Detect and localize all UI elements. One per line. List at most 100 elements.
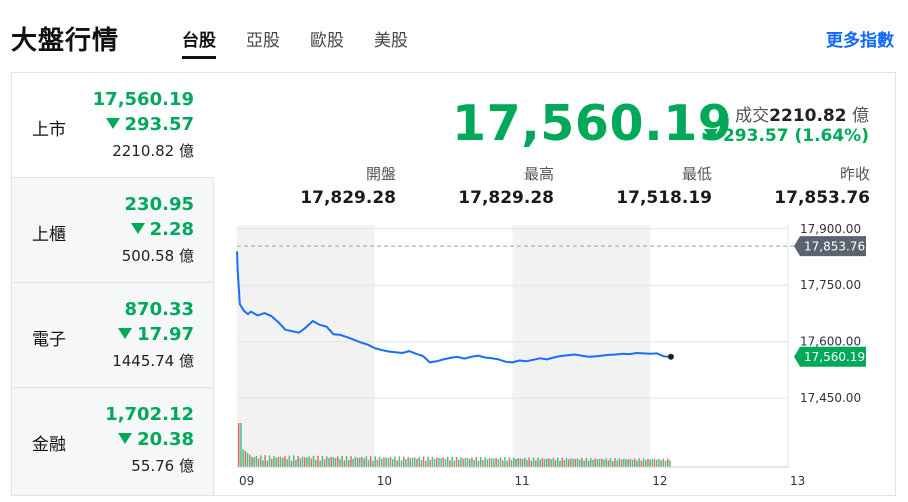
volume-bar [480, 457, 482, 467]
volume-bar [363, 458, 365, 467]
volume-bar [561, 457, 563, 467]
volume-bar [521, 458, 524, 467]
volume-bar [433, 458, 436, 467]
volume-bar [475, 457, 478, 467]
volume-bar [627, 459, 629, 467]
volume-bar [515, 459, 517, 467]
volume-bar [411, 457, 414, 467]
tab-europe-stocks[interactable]: 歐股 [310, 31, 344, 51]
volume-bar [640, 460, 643, 467]
volume-bar [546, 458, 548, 467]
volume-bar [471, 457, 473, 467]
volume-bar [506, 460, 508, 467]
x-tick-label: 11 [515, 474, 530, 488]
volume-bar [334, 458, 337, 467]
volume-bar [420, 459, 423, 467]
volume-bar [614, 458, 616, 467]
volume-bar [297, 455, 299, 467]
volume-bar [508, 457, 511, 467]
volume-bar [504, 457, 506, 467]
index-volume: 500.58 億 [121, 247, 194, 265]
volume-bar [370, 456, 372, 467]
volume-bar [469, 458, 471, 467]
volume-bar [374, 456, 376, 467]
volume-bar [414, 457, 416, 467]
volume-bar [458, 459, 460, 467]
volume-bar [400, 460, 403, 467]
volume-bar [570, 458, 572, 467]
tab-tw-stocks[interactable]: 台股 [182, 26, 216, 59]
volume-bar [255, 455, 258, 467]
volume-bar [427, 456, 429, 467]
tab-us-stocks[interactable]: 美股 [374, 31, 408, 51]
volume-bar [341, 455, 343, 467]
volume-bar [385, 457, 387, 467]
volume-bar [253, 457, 255, 467]
x-tick-label: 13 [790, 474, 805, 488]
volume-bar [438, 458, 440, 467]
volume-bar [455, 456, 458, 467]
volume-bar [444, 459, 447, 467]
index-change-value: 17.97 [137, 324, 194, 345]
volume-bar [658, 458, 660, 467]
volume-bar [246, 452, 249, 467]
volume-bar [634, 458, 636, 467]
last-price-tag-label: 17,560.19 [804, 350, 865, 364]
volume-bar [647, 458, 649, 467]
volume-bar [260, 455, 262, 467]
volume-bar [376, 459, 379, 467]
volume-bar [579, 459, 581, 467]
header: 大盤行情 台股 亞股 歐股 美股 更多指數 [0, 0, 908, 64]
prev-close-tag [794, 236, 866, 257]
volume-bar [312, 455, 315, 467]
volume-bar [530, 460, 533, 467]
index-sidebar: 上市 17,560.19 293.57 2210.82 億 上櫃 230.95 … [12, 73, 214, 495]
volume-bar [460, 457, 462, 467]
index-change: 20.38 [118, 429, 194, 450]
sidebar-item-otc[interactable]: 上櫃 230.95 2.28 500.58 億 [12, 178, 214, 283]
volume-bar [359, 457, 361, 467]
volume-bar [664, 460, 667, 467]
volume-bar [612, 460, 614, 467]
intraday-chart[interactable]: 17,900.00 17,750.00 17,600.00 17,450.00 17,8… [232, 221, 892, 493]
stat-value: 17,829.28 [300, 188, 396, 208]
volume-bar [330, 457, 332, 467]
volume-bar [328, 458, 330, 467]
volume-label: 成交 [735, 106, 770, 126]
volume-bar [493, 458, 495, 467]
more-indices-link[interactable]: 更多指數 [826, 31, 894, 51]
volume-bar [345, 455, 348, 467]
hour-band [512, 225, 651, 467]
volume-bar [447, 456, 449, 467]
volume-bar [251, 456, 253, 467]
volume-bar [537, 457, 539, 467]
volume-bar [638, 458, 640, 467]
volume-bar [367, 459, 370, 467]
volume-bar [422, 456, 425, 467]
volume-bar [576, 458, 579, 467]
sidebar-item-finance[interactable]: 金融 1,702.12 20.38 55.76 億 [12, 388, 214, 495]
sidebar-item-listed[interactable]: 上市 17,560.19 293.57 2210.82 億 [12, 73, 214, 178]
volume-bar [337, 456, 339, 467]
volume-bar [528, 457, 530, 467]
volume-bar [656, 459, 658, 467]
volume-bar [244, 451, 247, 467]
volume-bar [524, 457, 526, 467]
sidebar-item-electronics[interactable]: 電子 870.33 17.97 1445.74 億 [12, 283, 214, 388]
trade-volume: 成交2210.82 億 [735, 101, 869, 126]
volume-bar [425, 460, 427, 467]
volume-bar [332, 457, 335, 467]
volume-bar [559, 460, 561, 467]
volume-bar [618, 458, 621, 467]
volume-bar [238, 423, 240, 467]
volume-bar [262, 460, 264, 467]
stat-high: 最高 17,829.28 [394, 163, 554, 208]
volume-bar [264, 455, 266, 467]
tab-asia-stocks[interactable]: 亞股 [246, 31, 280, 51]
volume-bar [405, 459, 407, 467]
volume-bar [645, 460, 647, 467]
volume-bar [590, 458, 592, 467]
volume-bar [513, 457, 515, 467]
volume-bar [403, 456, 405, 467]
volume-bar [488, 457, 491, 467]
